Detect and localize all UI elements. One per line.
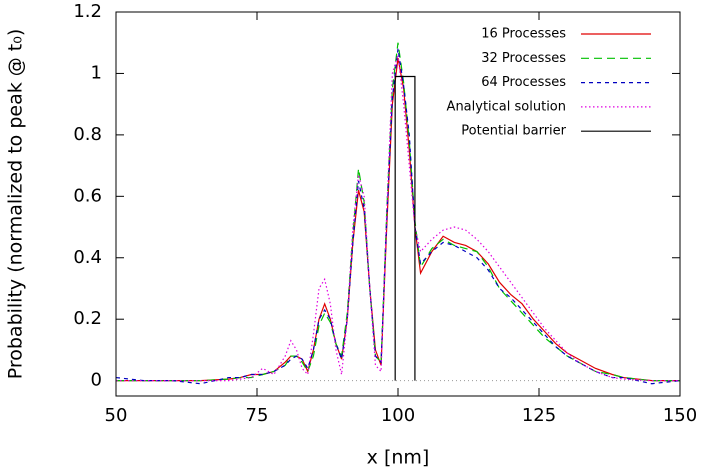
y-tick-label: 1.2 bbox=[73, 1, 102, 22]
y-tick-label: 1 bbox=[91, 62, 102, 83]
y-tick-label: 0.2 bbox=[73, 308, 102, 329]
y-tick-label: 0.4 bbox=[73, 247, 102, 268]
x-tick-label: 125 bbox=[522, 405, 556, 426]
legend-label: Analytical solution bbox=[447, 99, 566, 114]
series-line bbox=[115, 48, 681, 385]
legend-label: Potential barrier bbox=[461, 124, 566, 139]
y-tick-label: 0.6 bbox=[73, 185, 102, 206]
x-tick-label: 75 bbox=[246, 405, 269, 426]
y-tick-label: 0 bbox=[91, 370, 102, 391]
x-tick-label: 100 bbox=[381, 405, 415, 426]
series-line bbox=[394, 75, 416, 381]
legend-label: 16 Processes bbox=[481, 27, 566, 42]
x-tick-label: 150 bbox=[663, 405, 697, 426]
series-line bbox=[116, 42, 680, 382]
plot-frame bbox=[115, 11, 681, 397]
y-tick-label: 0.8 bbox=[73, 124, 102, 145]
x-axis-label: x [nm] bbox=[367, 447, 430, 469]
legend-label: 32 Processes bbox=[481, 51, 566, 66]
series-line bbox=[116, 57, 680, 382]
legend-label: 64 Processes bbox=[481, 75, 566, 90]
series-line bbox=[116, 54, 680, 382]
y-axis-label: Probability (normalized to peak @ t₀) bbox=[5, 29, 27, 380]
x-tick-label: 50 bbox=[105, 405, 128, 426]
